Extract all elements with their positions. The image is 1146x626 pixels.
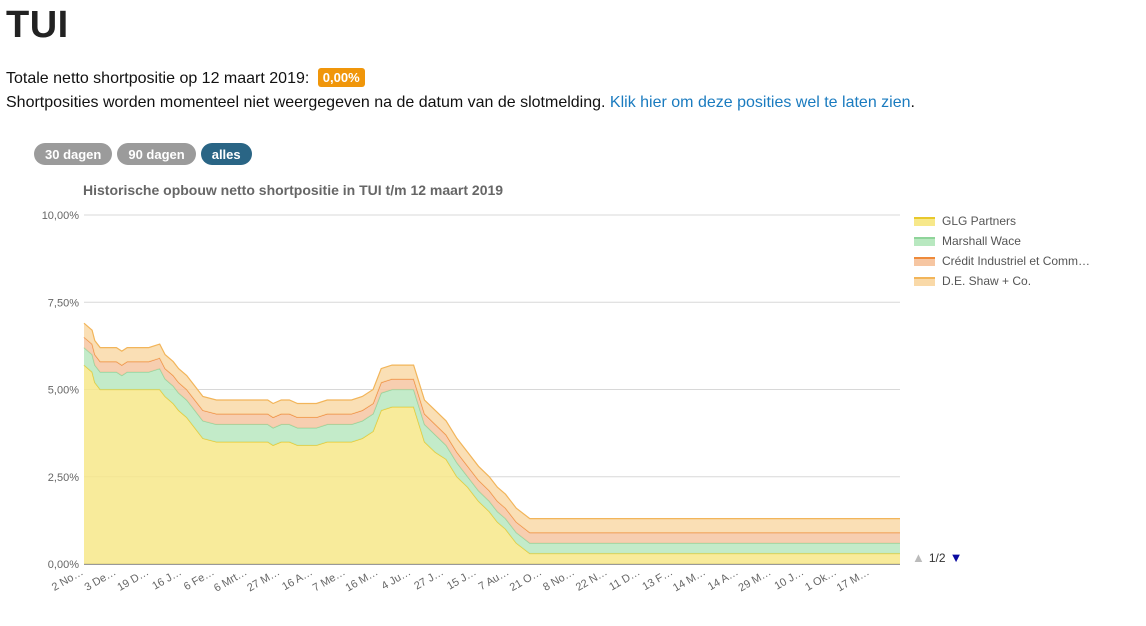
area-series-fill <box>84 323 900 533</box>
x-tick-label: 6 Fe… <box>182 566 217 593</box>
x-tick-label: 15 J… <box>445 566 479 592</box>
x-tick-label: 11 D… <box>607 566 642 593</box>
area-series-fill <box>84 337 900 544</box>
x-tick-label: 10 J… <box>772 566 806 592</box>
x-tick-label: 27 J… <box>412 566 446 592</box>
x-tick-label: 8 No… <box>541 566 577 594</box>
x-tick-label: 29 M… <box>737 566 774 594</box>
x-tick-label: 22 N… <box>574 566 610 594</box>
y-tick-label: 2,50% <box>48 472 79 484</box>
x-tick-label: 16 M… <box>344 566 381 594</box>
y-tick-label: 5,00% <box>48 385 79 397</box>
legend-item[interactable]: Crédit Industriel et Comm… <box>912 253 1144 273</box>
x-tick-label: 14 M… <box>671 566 708 594</box>
area-series <box>83 322 900 564</box>
x-tick-label: 21 O… <box>508 566 544 594</box>
x-tick-label: 7 Me… <box>311 566 348 594</box>
legend-label: D.E. Shaw + Co. <box>942 274 1032 288</box>
range-buttons: 30 dagen 90 dagen alles <box>34 143 252 165</box>
legend-label: GLG Partners <box>942 214 1017 228</box>
x-tick-label: 27 M… <box>245 566 282 594</box>
range-90-days-button[interactable]: 90 dagen <box>117 143 196 165</box>
x-tick-label: 4 Ju… <box>379 566 413 592</box>
x-tick-label: 14 A… <box>706 566 741 593</box>
y-tick-label: 0,00% <box>48 559 79 571</box>
legend-label: Crédit Industriel et Comm… <box>942 254 1091 268</box>
total-shortposition-line: Totale netto shortpositie op 12 maart 20… <box>6 68 365 88</box>
legend-swatch <box>914 217 935 226</box>
pager-text: 1/2 <box>928 550 946 565</box>
legend: GLG Partners Marshall Wace Crédit Industri… <box>912 213 1144 293</box>
legend-item[interactable]: D.E. Shaw + Co. <box>912 273 1144 293</box>
legend-swatch <box>914 277 935 286</box>
y-tick-label: 10,00% <box>42 210 80 222</box>
x-tick-label: 1 Ok… <box>803 566 839 594</box>
notice-text: Shortposities worden momenteel niet weer… <box>6 94 606 111</box>
range-all-button[interactable]: alles <box>200 143 252 165</box>
legend-swatch <box>914 257 935 266</box>
range-30-days-button[interactable]: 30 dagen <box>34 143 113 165</box>
total-shortposition-badge: 0,00% <box>317 68 365 87</box>
show-positions-link[interactable]: Klik hier om deze posities wel te laten … <box>609 94 911 111</box>
x-tick-label: 19 D… <box>115 566 151 594</box>
total-shortposition-label: Totale netto shortpositie op 12 maart 20… <box>6 70 310 87</box>
legend-item[interactable]: GLG Partners <box>912 213 1144 233</box>
pager-up-icon[interactable]: ▲ <box>912 550 925 565</box>
notice-line: Shortposities worden momenteel niet weer… <box>6 94 915 112</box>
area-series-line <box>83 322 900 520</box>
y-tick-label: 7,50% <box>48 297 79 309</box>
x-tick-label: 17 M… <box>835 566 872 594</box>
x-tick-label: 7 Au… <box>477 566 512 593</box>
x-tick-label: 16 J… <box>150 566 184 592</box>
x-tick-label: 16 A… <box>280 566 315 593</box>
legend-label: Marshall Wace <box>942 234 1021 248</box>
legend-item[interactable]: Marshall Wace <box>912 233 1144 253</box>
x-tick-label: 13 F… <box>640 566 675 593</box>
area-series-fill <box>84 347 900 554</box>
x-tick-label: 6 Mrt… <box>212 566 249 594</box>
shortposition-chart: Historische opbouw netto shortpositie in… <box>42 182 900 595</box>
legend-swatch <box>914 237 935 246</box>
legend-pager: ▲ 1/2 ▼ <box>912 550 962 565</box>
pager-down-icon[interactable]: ▼ <box>949 550 963 565</box>
area-series-fill <box>84 365 900 564</box>
page-title: TUI <box>6 4 69 46</box>
x-tick-label: 3 De… <box>83 566 119 594</box>
notice-suffix: . <box>910 94 915 111</box>
chart-title: Historische opbouw netto shortpositie in… <box>83 182 503 198</box>
